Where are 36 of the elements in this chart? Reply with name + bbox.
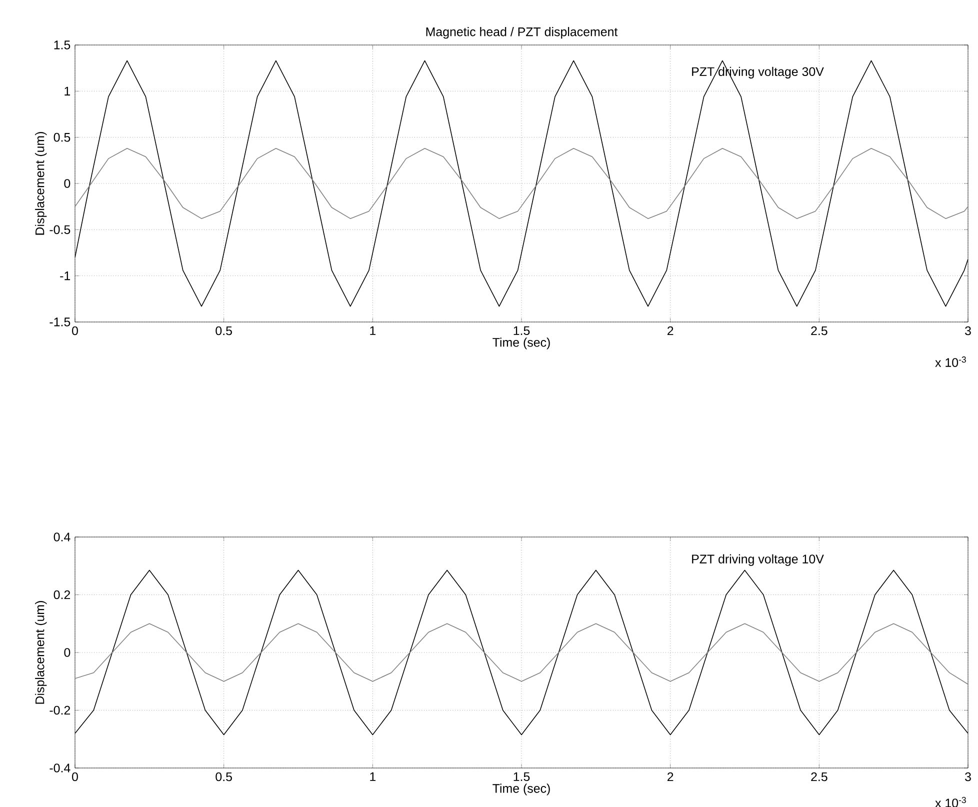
x-tick-label: 1 bbox=[370, 326, 376, 335]
y-tick-label: 0 bbox=[64, 648, 70, 657]
x-axis-title: Time (sec) bbox=[492, 338, 550, 350]
x-tick-label: 2.5 bbox=[811, 326, 828, 336]
x-tick-label: 0.5 bbox=[216, 326, 232, 336]
x-tick-label: 2.5 bbox=[811, 772, 828, 782]
text: x 10$^{-3}$ bbox=[935, 356, 966, 367]
y-tick-label: -0.5 bbox=[50, 225, 70, 234]
x-tick-label: 1.5 bbox=[514, 772, 530, 782]
text: x 10$^{-3}$ bbox=[935, 796, 966, 807]
x-tick-label: 2 bbox=[668, 326, 674, 336]
y-tick-label: 0.5 bbox=[54, 132, 70, 142]
y-tick-label: 0.2 bbox=[54, 590, 70, 600]
y-tick-label: -0.2 bbox=[50, 706, 70, 715]
x-tick-label: 3 bbox=[965, 772, 971, 782]
y-tick-label: -1.5 bbox=[50, 318, 70, 326]
x-tick-label: 2 bbox=[668, 772, 674, 782]
x-tick-label: 1.5 bbox=[514, 326, 530, 336]
chart-title: Magnetic head / PZT displacement bbox=[426, 27, 618, 39]
y-tick-label: 1 bbox=[64, 86, 70, 96]
y-tick-label: 0.4 bbox=[54, 532, 70, 542]
y-axis-title: Displacement (um) bbox=[35, 601, 47, 704]
annotation: PZT driving voltage 10V bbox=[692, 554, 824, 566]
x-tick-label: 0 bbox=[72, 326, 78, 336]
y-tick-label: -0.4 bbox=[50, 764, 70, 772]
y-tick-label: 1.5 bbox=[54, 40, 70, 50]
y-tick-label: 0 bbox=[64, 179, 70, 188]
line-series bbox=[75, 148, 968, 219]
x-tick-label: 1 bbox=[370, 772, 376, 781]
x-tick-label: 0 bbox=[72, 772, 78, 782]
x-tick-label: 3 bbox=[965, 326, 971, 336]
x-tick-label: 0.5 bbox=[216, 772, 232, 782]
y-axis-title: Displacement (um) bbox=[35, 132, 47, 235]
x-axis-title: Time (sec) bbox=[492, 784, 550, 796]
y-tick-label: -1 bbox=[60, 272, 70, 280]
line-series bbox=[75, 623, 968, 685]
